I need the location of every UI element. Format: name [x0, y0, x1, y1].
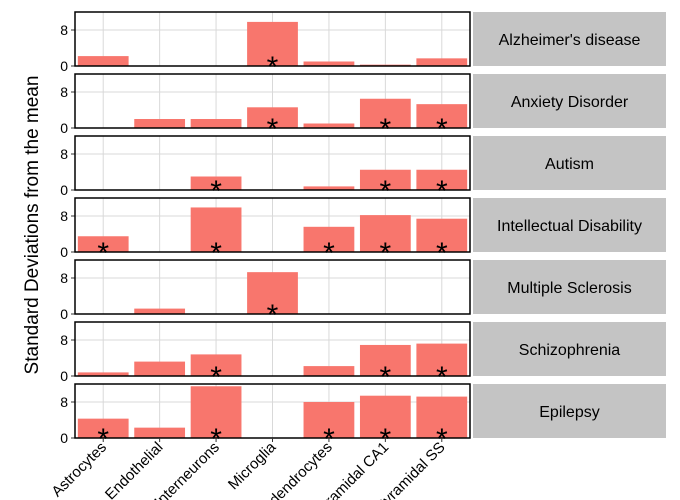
y-tick-label: 0	[60, 58, 68, 74]
y-tick-label: 8	[60, 208, 68, 224]
y-tick-label: 0	[60, 244, 68, 260]
bar	[134, 361, 186, 376]
y-tick-label: 0	[60, 182, 68, 198]
y-tick-label: 0	[60, 368, 68, 384]
facet-title: Alzheimer's disease	[499, 32, 641, 49]
y-tick-label: 8	[60, 270, 68, 286]
bar	[303, 61, 355, 66]
bar	[134, 308, 186, 314]
panel-border	[74, 11, 471, 67]
y-tick-label: 8	[60, 146, 68, 162]
bar	[359, 344, 411, 376]
bar	[77, 372, 129, 376]
bar	[359, 215, 411, 252]
bar	[134, 427, 186, 438]
bar	[303, 402, 355, 438]
facet-strip	[473, 12, 666, 66]
y-tick-label: 0	[60, 120, 68, 136]
bar	[416, 104, 468, 128]
bar	[416, 58, 468, 66]
bar	[190, 386, 242, 438]
bar	[359, 395, 411, 438]
x-tick-label: Astrocytes	[49, 439, 111, 500]
y-tick-label: 0	[60, 430, 68, 446]
bar	[416, 396, 468, 438]
facet-strip	[473, 260, 666, 314]
bar	[190, 119, 242, 128]
bar	[416, 218, 468, 252]
panel-border	[74, 259, 471, 315]
facet-title: Autism	[545, 156, 594, 173]
bar	[247, 272, 298, 314]
bar	[190, 354, 242, 376]
bar	[190, 207, 242, 252]
bar	[359, 169, 411, 190]
bar	[247, 107, 298, 128]
facet-title: Multiple Sclerosis	[507, 280, 631, 297]
facet-strip	[473, 198, 666, 252]
panel-border	[74, 321, 471, 377]
panel-border	[74, 73, 471, 129]
panel-border	[74, 135, 471, 191]
facet-strip	[473, 322, 666, 376]
facet-strip	[473, 384, 666, 438]
bar	[190, 176, 242, 190]
y-tick-label: 0	[60, 306, 68, 322]
facet-strip	[473, 136, 666, 190]
bar	[416, 169, 468, 190]
y-axis-label: Standard Deviations from the mean	[22, 76, 43, 375]
bar	[303, 366, 355, 376]
bar	[416, 343, 468, 376]
bar	[303, 186, 355, 190]
bar	[303, 226, 355, 252]
bar	[77, 418, 129, 438]
bar	[303, 123, 355, 128]
y-tick-label: 8	[60, 394, 68, 410]
bar	[247, 21, 298, 66]
facet-title: Schizophrenia	[519, 342, 621, 359]
bar	[359, 98, 411, 128]
bar	[134, 119, 186, 128]
y-tick-label: 8	[60, 332, 68, 348]
bar	[77, 56, 129, 66]
y-tick-label: 8	[60, 22, 68, 38]
y-tick-label: 8	[60, 84, 68, 100]
x-tick-label: Endothelial	[102, 439, 167, 500]
facet-title: Epilepsy	[539, 404, 599, 421]
panel-border	[74, 197, 471, 253]
bar	[77, 236, 129, 252]
facet-title: Anxiety Disorder	[511, 94, 629, 111]
facet-title: Intellectual Disability	[497, 218, 642, 235]
facet-strip	[473, 74, 666, 128]
x-tick-label: Microglia	[225, 438, 280, 493]
